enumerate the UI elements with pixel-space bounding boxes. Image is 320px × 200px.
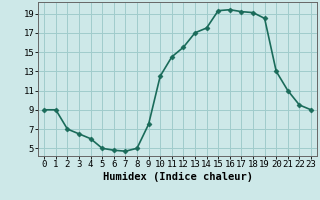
X-axis label: Humidex (Indice chaleur): Humidex (Indice chaleur) <box>103 172 252 182</box>
